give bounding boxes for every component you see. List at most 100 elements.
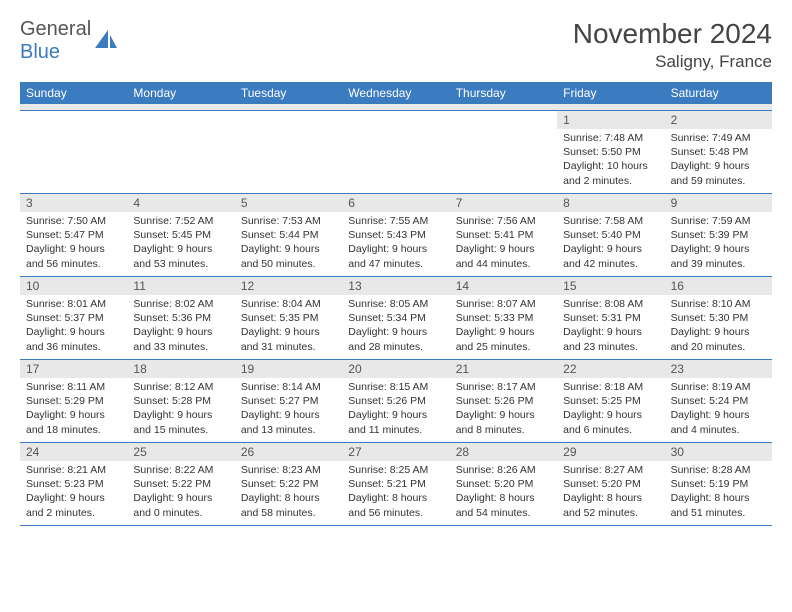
day-content: Sunrise: 8:28 AMSunset: 5:19 PMDaylight:…: [665, 461, 772, 524]
day-content: Sunrise: 7:53 AMSunset: 5:44 PMDaylight:…: [235, 212, 342, 275]
day-cell: 1Sunrise: 7:48 AMSunset: 5:50 PMDaylight…: [557, 111, 664, 193]
day-number: 16: [665, 277, 772, 295]
weekday-label: Wednesday: [342, 82, 449, 104]
day-number: 24: [20, 443, 127, 461]
day-content: Sunrise: 8:07 AMSunset: 5:33 PMDaylight:…: [450, 295, 557, 358]
day-content: Sunrise: 8:02 AMSunset: 5:36 PMDaylight:…: [127, 295, 234, 358]
sail-icon: [93, 28, 119, 55]
day-cell: 30Sunrise: 8:28 AMSunset: 5:19 PMDayligh…: [665, 443, 772, 525]
day-content: Sunrise: 8:26 AMSunset: 5:20 PMDaylight:…: [450, 461, 557, 524]
day-number: 28: [450, 443, 557, 461]
day-number: 22: [557, 360, 664, 378]
day-cell: 21Sunrise: 8:17 AMSunset: 5:26 PMDayligh…: [450, 360, 557, 442]
day-cell: 14Sunrise: 8:07 AMSunset: 5:33 PMDayligh…: [450, 277, 557, 359]
day-cell: 9Sunrise: 7:59 AMSunset: 5:39 PMDaylight…: [665, 194, 772, 276]
weekday-label: Saturday: [665, 82, 772, 104]
month-title: November 2024: [573, 18, 772, 50]
logo-text: General Blue: [20, 18, 91, 64]
day-cell: .: [450, 111, 557, 193]
day-content: Sunrise: 8:25 AMSunset: 5:21 PMDaylight:…: [342, 461, 449, 524]
calendar: SundayMondayTuesdayWednesdayThursdayFrid…: [20, 82, 772, 526]
day-number: 25: [127, 443, 234, 461]
day-content: Sunrise: 7:48 AMSunset: 5:50 PMDaylight:…: [557, 129, 664, 192]
day-content: Sunrise: 8:22 AMSunset: 5:22 PMDaylight:…: [127, 461, 234, 524]
day-cell: 24Sunrise: 8:21 AMSunset: 5:23 PMDayligh…: [20, 443, 127, 525]
weekday-row: SundayMondayTuesdayWednesdayThursdayFrid…: [20, 82, 772, 104]
title-block: November 2024 Saligny, France: [573, 18, 772, 72]
week-row: .....1Sunrise: 7:48 AMSunset: 5:50 PMDay…: [20, 110, 772, 193]
day-number: 6: [342, 194, 449, 212]
header: General Blue November 2024 Saligny, Fran…: [20, 18, 772, 72]
day-content: Sunrise: 7:49 AMSunset: 5:48 PMDaylight:…: [665, 129, 772, 192]
day-cell: 3Sunrise: 7:50 AMSunset: 5:47 PMDaylight…: [20, 194, 127, 276]
weekday-label: Thursday: [450, 82, 557, 104]
day-number: 11: [127, 277, 234, 295]
day-cell: 17Sunrise: 8:11 AMSunset: 5:29 PMDayligh…: [20, 360, 127, 442]
day-content: Sunrise: 7:55 AMSunset: 5:43 PMDaylight:…: [342, 212, 449, 275]
day-number: 17: [20, 360, 127, 378]
day-cell: 16Sunrise: 8:10 AMSunset: 5:30 PMDayligh…: [665, 277, 772, 359]
day-cell: .: [20, 111, 127, 193]
day-cell: 20Sunrise: 8:15 AMSunset: 5:26 PMDayligh…: [342, 360, 449, 442]
location: Saligny, France: [573, 52, 772, 72]
weekday-label: Sunday: [20, 82, 127, 104]
day-content: Sunrise: 8:12 AMSunset: 5:28 PMDaylight:…: [127, 378, 234, 441]
day-number: 21: [450, 360, 557, 378]
calendar-page: General Blue November 2024 Saligny, Fran…: [0, 0, 792, 536]
day-cell: 2Sunrise: 7:49 AMSunset: 5:48 PMDaylight…: [665, 111, 772, 193]
day-cell: 18Sunrise: 8:12 AMSunset: 5:28 PMDayligh…: [127, 360, 234, 442]
day-content: Sunrise: 7:58 AMSunset: 5:40 PMDaylight:…: [557, 212, 664, 275]
day-content: [20, 129, 127, 135]
day-content: Sunrise: 8:01 AMSunset: 5:37 PMDaylight:…: [20, 295, 127, 358]
day-content: Sunrise: 7:56 AMSunset: 5:41 PMDaylight:…: [450, 212, 557, 275]
day-content: [342, 129, 449, 135]
logo: General Blue: [20, 18, 119, 64]
day-content: Sunrise: 8:21 AMSunset: 5:23 PMDaylight:…: [20, 461, 127, 524]
day-number: 29: [557, 443, 664, 461]
day-cell: 23Sunrise: 8:19 AMSunset: 5:24 PMDayligh…: [665, 360, 772, 442]
day-number: 26: [235, 443, 342, 461]
day-number: 20: [342, 360, 449, 378]
day-cell: 19Sunrise: 8:14 AMSunset: 5:27 PMDayligh…: [235, 360, 342, 442]
day-cell: 22Sunrise: 8:18 AMSunset: 5:25 PMDayligh…: [557, 360, 664, 442]
day-number: 3: [20, 194, 127, 212]
weekday-label: Friday: [557, 82, 664, 104]
day-number: 9: [665, 194, 772, 212]
logo-word2: Blue: [20, 41, 60, 63]
day-content: Sunrise: 8:17 AMSunset: 5:26 PMDaylight:…: [450, 378, 557, 441]
weekday-label: Monday: [127, 82, 234, 104]
day-number: 2: [665, 111, 772, 129]
day-cell: 25Sunrise: 8:22 AMSunset: 5:22 PMDayligh…: [127, 443, 234, 525]
day-content: Sunrise: 8:08 AMSunset: 5:31 PMDaylight:…: [557, 295, 664, 358]
week-row: 3Sunrise: 7:50 AMSunset: 5:47 PMDaylight…: [20, 193, 772, 276]
day-cell: 6Sunrise: 7:55 AMSunset: 5:43 PMDaylight…: [342, 194, 449, 276]
day-number: 4: [127, 194, 234, 212]
day-content: Sunrise: 7:59 AMSunset: 5:39 PMDaylight:…: [665, 212, 772, 275]
day-content: Sunrise: 8:14 AMSunset: 5:27 PMDaylight:…: [235, 378, 342, 441]
day-content: Sunrise: 7:52 AMSunset: 5:45 PMDaylight:…: [127, 212, 234, 275]
day-number: 15: [557, 277, 664, 295]
day-content: Sunrise: 7:50 AMSunset: 5:47 PMDaylight:…: [20, 212, 127, 275]
day-cell: .: [342, 111, 449, 193]
day-number: 30: [665, 443, 772, 461]
day-number: 18: [127, 360, 234, 378]
day-content: Sunrise: 8:23 AMSunset: 5:22 PMDaylight:…: [235, 461, 342, 524]
weekday-label: Tuesday: [235, 82, 342, 104]
day-number: 8: [557, 194, 664, 212]
day-content: [127, 129, 234, 135]
day-cell: 10Sunrise: 8:01 AMSunset: 5:37 PMDayligh…: [20, 277, 127, 359]
day-content: Sunrise: 8:05 AMSunset: 5:34 PMDaylight:…: [342, 295, 449, 358]
day-content: Sunrise: 8:11 AMSunset: 5:29 PMDaylight:…: [20, 378, 127, 441]
calendar-bottom-border: [20, 525, 772, 526]
day-cell: 28Sunrise: 8:26 AMSunset: 5:20 PMDayligh…: [450, 443, 557, 525]
day-number: 27: [342, 443, 449, 461]
day-content: Sunrise: 8:19 AMSunset: 5:24 PMDaylight:…: [665, 378, 772, 441]
day-number: 5: [235, 194, 342, 212]
day-cell: 27Sunrise: 8:25 AMSunset: 5:21 PMDayligh…: [342, 443, 449, 525]
day-content: Sunrise: 8:10 AMSunset: 5:30 PMDaylight:…: [665, 295, 772, 358]
day-cell: 11Sunrise: 8:02 AMSunset: 5:36 PMDayligh…: [127, 277, 234, 359]
day-number: 7: [450, 194, 557, 212]
day-content: [450, 129, 557, 135]
weeks-container: .....1Sunrise: 7:48 AMSunset: 5:50 PMDay…: [20, 110, 772, 525]
day-cell: 29Sunrise: 8:27 AMSunset: 5:20 PMDayligh…: [557, 443, 664, 525]
